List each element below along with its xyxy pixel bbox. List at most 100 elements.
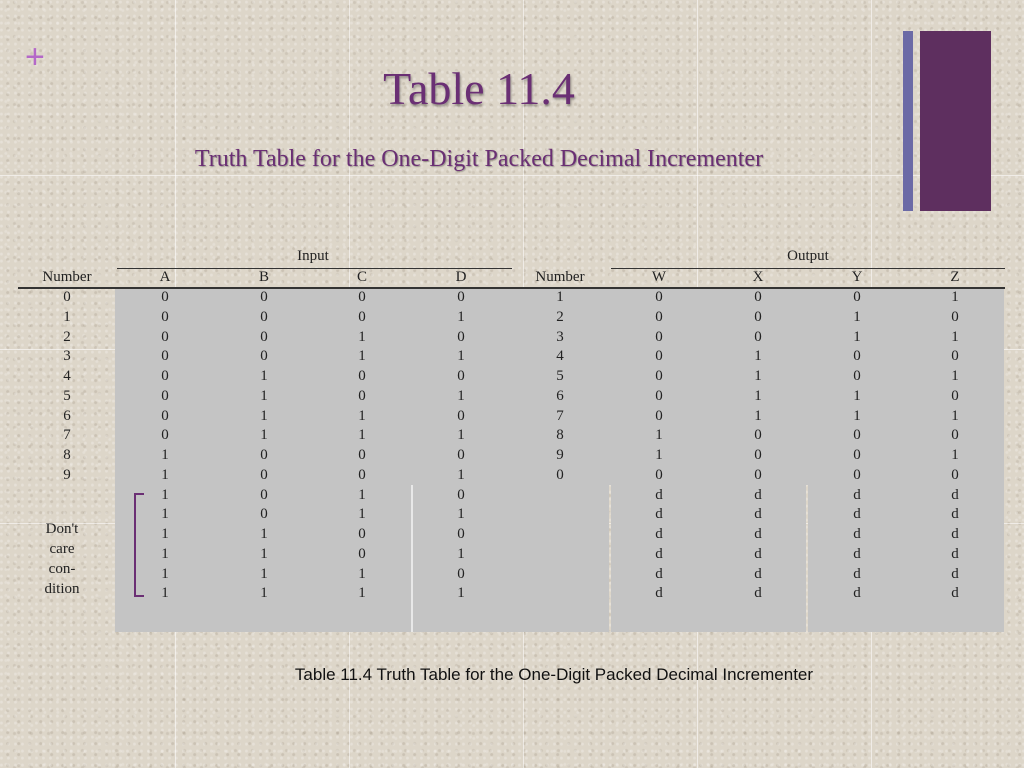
dont-care-line: Don't xyxy=(45,521,79,537)
table-cell: 0 xyxy=(260,486,268,503)
table-cell: 0 xyxy=(260,348,268,365)
table-cell: 1 xyxy=(457,348,465,365)
table-cell: 1 xyxy=(63,308,71,325)
table-cell: 1 xyxy=(655,447,663,463)
table-cell: 1 xyxy=(358,427,366,444)
table-caption: Table 11.4 Truth Table for the One-Digit… xyxy=(294,665,814,684)
table-cell: 1 xyxy=(754,368,762,384)
table-cell: 4 xyxy=(556,348,564,365)
column-header: B xyxy=(258,269,269,285)
column-header: Number xyxy=(42,269,92,285)
table-cell: 1 xyxy=(260,545,268,562)
table-cell: d xyxy=(655,545,663,562)
table-shade-outputs xyxy=(412,289,1004,485)
table-cell: 0 xyxy=(260,308,268,325)
table-cell: d xyxy=(754,545,762,562)
table-cell: 1 xyxy=(556,289,564,305)
table-cell: 1 xyxy=(260,387,268,404)
column-header: Z xyxy=(950,269,960,285)
table-cell: 0 xyxy=(853,348,861,365)
table-cell: d xyxy=(754,565,762,582)
table-cell: 0 xyxy=(951,427,959,444)
table-cell: 1 xyxy=(754,348,762,365)
table-cell: 0 xyxy=(754,289,762,305)
table-cell: d xyxy=(655,585,663,602)
output-group-rule xyxy=(611,268,1005,269)
table-cell: d xyxy=(853,545,861,562)
table-cell: 1 xyxy=(161,447,169,463)
table-cell: 1 xyxy=(161,545,169,562)
table-cell: 0 xyxy=(358,466,366,483)
table-cell: 6 xyxy=(63,407,71,424)
table-cell: d xyxy=(853,486,861,503)
table-cell: 1 xyxy=(161,506,169,523)
table-cell: 1 xyxy=(358,328,366,345)
table-cell: 0 xyxy=(260,466,268,483)
table-cell: 0 xyxy=(951,348,959,365)
table-cell: 0 xyxy=(754,308,762,325)
table-cell: 1 xyxy=(358,565,366,582)
table-cell: 1 xyxy=(951,289,959,305)
dont-care-line: care xyxy=(49,541,75,557)
table-cell: 0 xyxy=(358,447,366,463)
table-cell: 1 xyxy=(358,348,366,365)
table-cell: 6 xyxy=(556,387,564,404)
table-shade-inputs xyxy=(115,289,412,632)
table-cell: 5 xyxy=(63,387,71,404)
table-cell: d xyxy=(951,585,959,602)
table-cell: 0 xyxy=(655,466,663,483)
table-cell: 1 xyxy=(260,526,268,542)
input-group-rule xyxy=(117,268,512,269)
table-cell: 0 xyxy=(260,289,268,305)
table-cell: 9 xyxy=(63,466,71,483)
dont-care-line: dition xyxy=(44,581,80,597)
table-cell: 1 xyxy=(754,407,762,424)
table-cell: d xyxy=(951,506,959,523)
table-cell: d xyxy=(951,526,959,542)
table-cell: 0 xyxy=(853,289,861,305)
column-header: C xyxy=(356,269,367,285)
background-grid-line xyxy=(0,175,1024,176)
table-cell: 1 xyxy=(260,407,268,424)
table-cell: 0 xyxy=(358,545,366,562)
table-cell: 0 xyxy=(161,387,169,404)
table-cell: 7 xyxy=(63,427,71,444)
output-group-header: Output xyxy=(787,248,829,264)
table-cell: 0 xyxy=(853,427,861,444)
table-cell: 1 xyxy=(260,368,268,384)
table-cell: 0 xyxy=(754,466,762,483)
table-cell: 0 xyxy=(457,328,465,345)
table-cell: d xyxy=(754,585,762,602)
table-cell: 1 xyxy=(161,526,169,542)
table-shade-output-number xyxy=(412,485,609,632)
table-cell: 0 xyxy=(655,289,663,305)
column-header: A xyxy=(159,269,171,285)
table-cell: 4 xyxy=(63,368,71,384)
column-header: Number xyxy=(535,269,585,285)
decorative-bar-thin xyxy=(903,31,913,211)
table-cell: d xyxy=(853,585,861,602)
table-cell: 0 xyxy=(951,308,959,325)
column-header: X xyxy=(752,269,764,285)
table-cell: 0 xyxy=(655,407,663,424)
table-cell: 0 xyxy=(457,565,465,582)
table-cell: d xyxy=(951,486,959,503)
table-cell: 0 xyxy=(161,368,169,384)
table-cell: 0 xyxy=(358,308,366,325)
table-cell: 0 xyxy=(951,466,959,483)
table-cell: 1 xyxy=(161,585,169,602)
table-cell: 1 xyxy=(457,427,465,444)
table-cell: 0 xyxy=(853,447,861,463)
table-cell: 1 xyxy=(161,466,169,483)
table-cell: 0 xyxy=(655,368,663,384)
table-cell: d xyxy=(853,526,861,542)
table-shade-output-wx xyxy=(611,485,806,632)
table-cell: 0 xyxy=(358,387,366,404)
table-cell: d xyxy=(754,506,762,523)
table-cell: d xyxy=(655,526,663,542)
table-cell: 0 xyxy=(655,308,663,325)
table-cell: d xyxy=(951,565,959,582)
table-cell: 2 xyxy=(556,308,564,325)
table-cell: 5 xyxy=(556,368,564,384)
dont-care-label: Don't care con- dition xyxy=(22,519,102,599)
